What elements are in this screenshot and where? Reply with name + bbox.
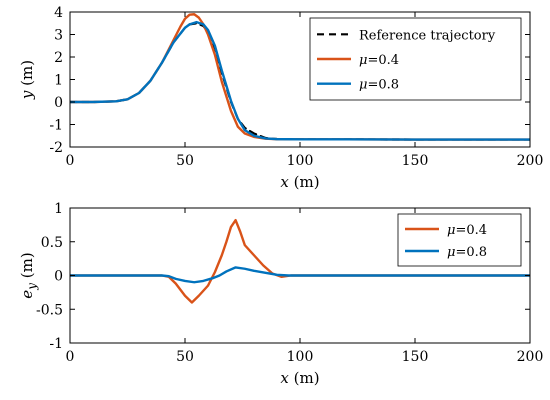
y-tick-label: -1 xyxy=(49,336,63,352)
y-tick-label: -1 xyxy=(49,118,63,134)
x-tick-label: 150 xyxy=(402,153,429,169)
series-group xyxy=(70,13,530,141)
legend-box xyxy=(397,213,522,267)
y-axis-label: y (m) xyxy=(18,60,36,100)
y-axis-var: e xyxy=(18,290,36,299)
series-line-2 xyxy=(70,20,530,141)
y-axis-unit: (m) xyxy=(18,60,36,91)
series-line-1 xyxy=(70,266,530,284)
x-axis-label: x (m) xyxy=(280,173,319,191)
x-tick-label: 200 xyxy=(517,153,544,169)
y-tick-label: 0 xyxy=(54,95,63,111)
x-tick-label: 50 xyxy=(176,349,194,365)
y-axis-label: ey (m) xyxy=(18,252,39,298)
y-axis-subscript: y xyxy=(25,283,39,291)
legend-label-2: μ=0.8 xyxy=(359,78,399,93)
legend: Reference trajectory μ=0.4 μ=0.8 xyxy=(309,17,522,101)
legend-label-1: μ=0.4 xyxy=(359,53,399,68)
y-tick-label: 2 xyxy=(54,50,63,66)
x-axis-unit: (m) xyxy=(289,369,320,387)
y-tick-label: 1 xyxy=(54,201,63,217)
x-tick-label: 0 xyxy=(66,153,75,169)
y-tick-label: 1 xyxy=(54,73,63,89)
x-axis-unit: (m) xyxy=(289,173,320,191)
legend: μ=0.4 μ=0.8 xyxy=(397,213,522,267)
y-axis-var: y xyxy=(18,90,36,100)
series-group xyxy=(70,218,530,304)
x-axis-var: x xyxy=(280,369,289,387)
x-tick-label: 150 xyxy=(402,349,429,365)
x-tick-label: 100 xyxy=(287,349,314,365)
y-tick-label: 4 xyxy=(54,5,63,21)
y-tick-label: -2 xyxy=(49,140,63,156)
x-axis-var: x xyxy=(280,173,289,191)
x-tick-label: 50 xyxy=(176,153,194,169)
y-tick-label: 3 xyxy=(54,28,63,44)
y-tick-label: -0.5 xyxy=(36,302,63,318)
legend-label-1: μ=0.8 xyxy=(447,245,487,260)
x-tick-label: 100 xyxy=(287,153,314,169)
x-tick-label: 200 xyxy=(517,349,544,365)
series-line-0 xyxy=(70,218,530,304)
x-axis-label: x (m) xyxy=(280,369,319,387)
legend-label-0: Reference trajectory xyxy=(359,28,496,43)
bottom-chart-lateral-error: 0 50 100 150 200-1-0.500.51x (m)ey (m)μ=0.4μ… xyxy=(18,201,543,387)
y-axis-unit: (m) xyxy=(18,252,36,283)
y-tick-label: 0 xyxy=(54,269,63,285)
legend-label-0: μ=0.4 xyxy=(447,223,487,238)
y-tick-label: 0.5 xyxy=(41,235,63,251)
x-tick-label: 0 xyxy=(66,349,75,365)
